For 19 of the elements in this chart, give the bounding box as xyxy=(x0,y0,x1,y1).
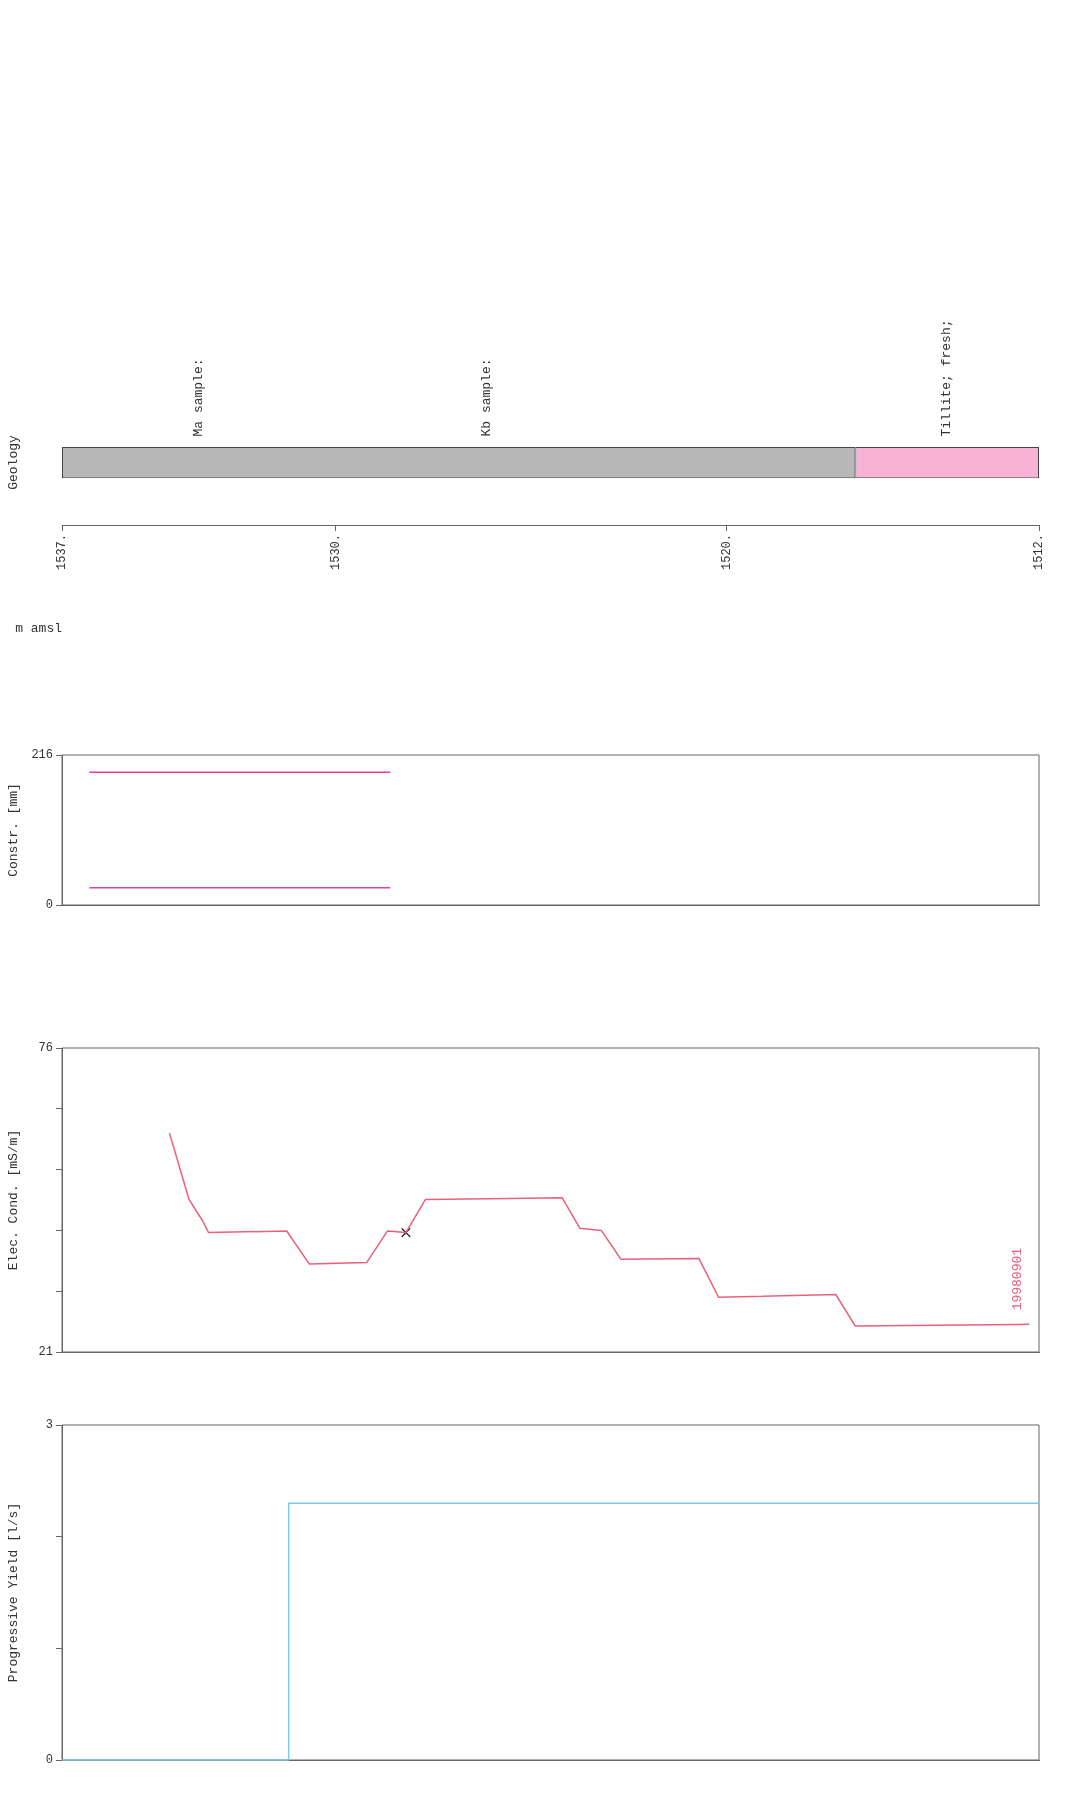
x-tick-label: 1530. xyxy=(328,534,343,571)
x-tick-label: 1520. xyxy=(719,534,734,571)
y-axis-title: Elec. Cond. [mS/m] xyxy=(6,1129,22,1271)
x-tick-label: 1512. xyxy=(1032,534,1047,571)
y-tick-label: 216 xyxy=(31,748,53,763)
x-tick-label: 1537. xyxy=(55,534,70,571)
x-axis-title: m amsl xyxy=(15,620,63,636)
y-tick-label: 76 xyxy=(38,1041,53,1056)
text: Kb sample: xyxy=(479,358,495,437)
text: 19980901 xyxy=(1009,1247,1025,1311)
y-tick-label: 0 xyxy=(45,1753,53,1768)
y-tick-label: 0 xyxy=(45,898,53,913)
text: Tillite; fresh; xyxy=(938,319,954,437)
y-axis-title: Geology xyxy=(6,435,22,490)
text: Ma sample: xyxy=(191,358,207,437)
y-tick-label: 3 xyxy=(45,1418,53,1433)
y-axis-title: Progressive Yield [l/s] xyxy=(6,1502,22,1683)
y-tick-label: 21 xyxy=(38,1345,53,1360)
y-axis-title: Constr. [mm] xyxy=(6,783,22,877)
